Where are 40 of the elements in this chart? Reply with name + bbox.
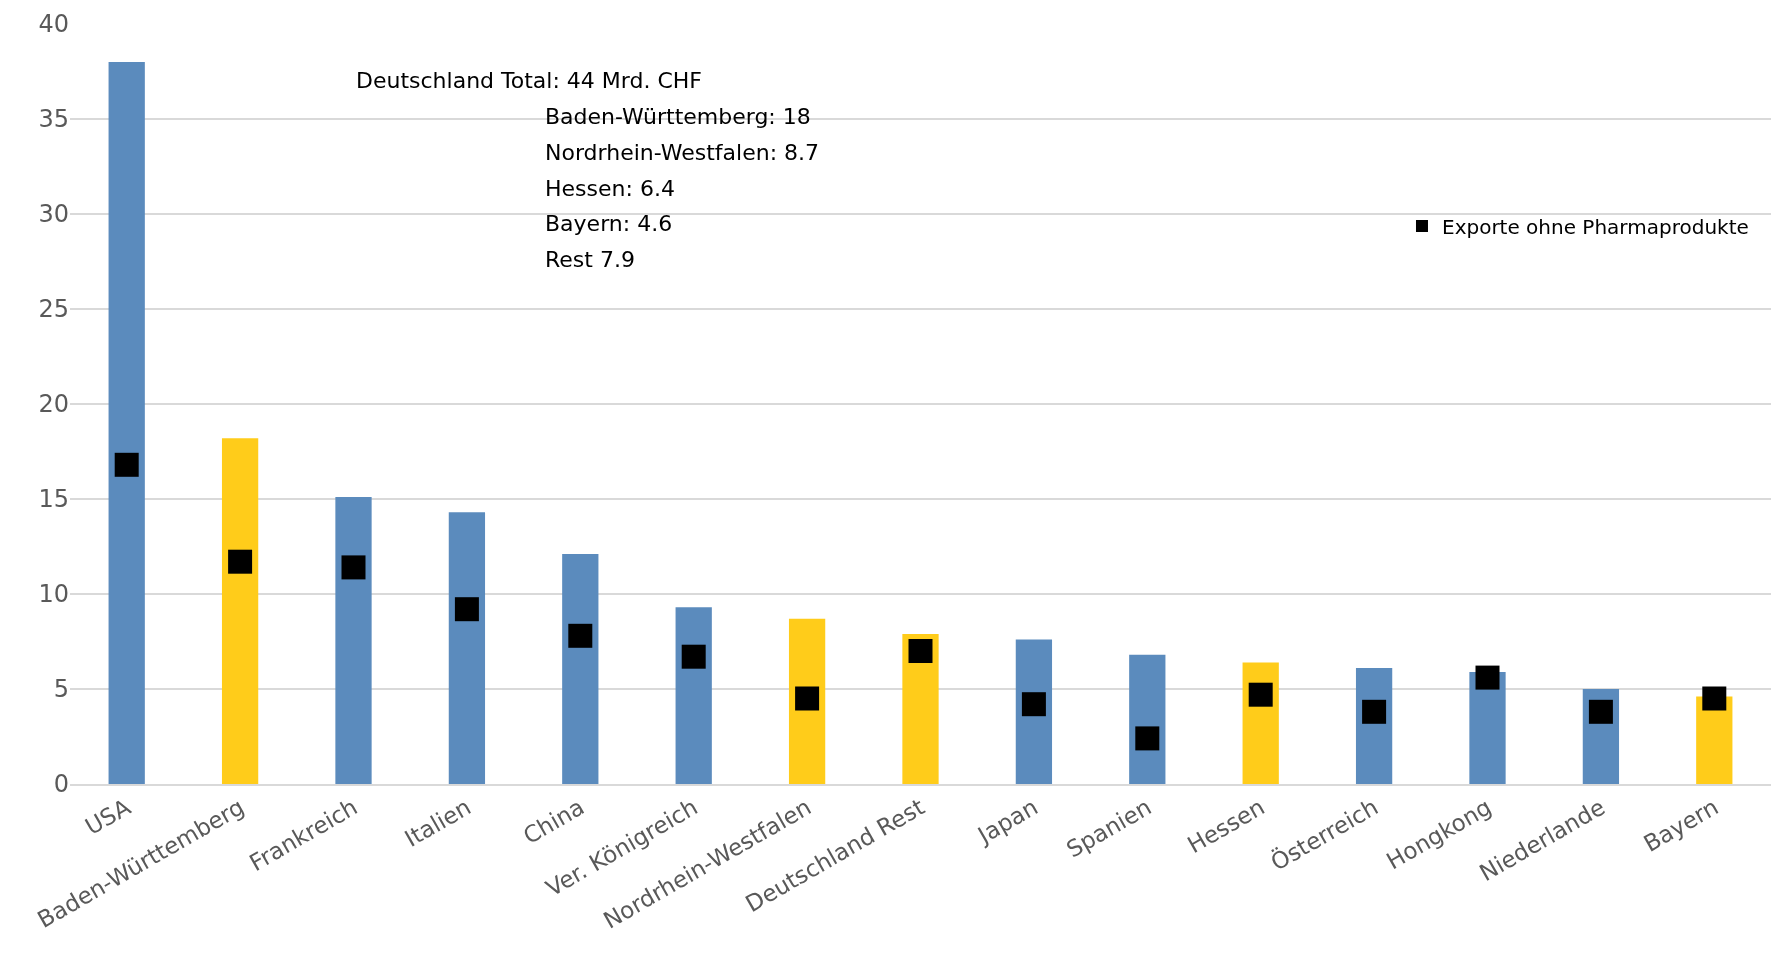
bar: [108, 62, 145, 784]
point: [228, 549, 253, 574]
point: [1248, 682, 1273, 707]
point: [1702, 686, 1727, 711]
point: [1362, 699, 1387, 724]
point: [795, 686, 820, 711]
x-tick-label: China: [518, 793, 589, 849]
bar: [675, 607, 712, 784]
y-tick-label: 25: [38, 295, 69, 324]
point: [1135, 726, 1160, 751]
point: [114, 452, 139, 477]
y-tick-label: 30: [38, 200, 69, 229]
point: [1021, 692, 1046, 717]
y-tick-label: 40: [38, 10, 69, 39]
y-tick-label: 0: [53, 770, 69, 799]
y-tick-label: 35: [38, 105, 69, 134]
annotation: Hessen: 6.4: [545, 176, 675, 201]
point: [1588, 699, 1613, 724]
point: [568, 623, 593, 648]
point: [1475, 665, 1500, 690]
annotation: Deutschland Total: 44 Mrd. CHF: [356, 68, 702, 93]
annotation: Baden-Württemberg: 18: [545, 104, 811, 129]
annotation: Rest 7.9: [545, 247, 635, 272]
y-tick-label: 5: [53, 675, 69, 704]
annotation: Nordrhein-Westfalen: 8.7: [545, 140, 820, 165]
legend-label: Exporte ohne Pharmaprodukte: [1441, 214, 1749, 239]
y-tick-label: 10: [38, 580, 69, 609]
point: [454, 597, 479, 622]
bar: [221, 438, 259, 784]
y-tick-label: 20: [38, 390, 69, 419]
bar: [562, 554, 599, 784]
annotation: Bayern: 4.6: [545, 211, 673, 236]
point: [341, 555, 366, 580]
bar: [448, 512, 486, 784]
point: [681, 644, 706, 669]
point: [908, 639, 933, 663]
bar: [335, 497, 372, 784]
bar: [1469, 671, 1506, 784]
y-tick-label: 15: [38, 485, 69, 514]
bar: [788, 618, 826, 784]
